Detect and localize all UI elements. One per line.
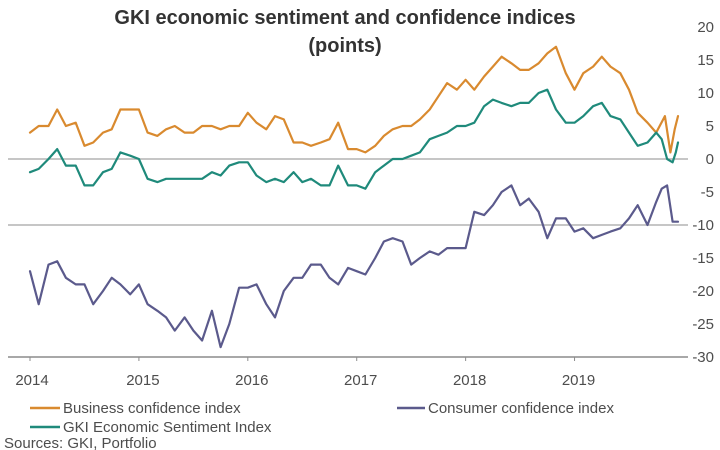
chart-title-line-1: GKI economic sentiment and confidence in… bbox=[114, 7, 575, 29]
x-tick-label: 2014 bbox=[15, 372, 48, 389]
business-confidence-line bbox=[28, 45, 680, 154]
y-tick-label: -10 bbox=[692, 217, 714, 234]
series-lines bbox=[28, 45, 680, 349]
x-tick-label: 2015 bbox=[126, 372, 159, 389]
x-tick-label: 2016 bbox=[235, 372, 268, 389]
x-tick-label: 2017 bbox=[344, 372, 377, 389]
y-tick-label: 20 bbox=[697, 19, 714, 36]
x-axis: 2014 2015 2016 2017 2018 2019 bbox=[15, 357, 595, 389]
y-tick-label: -15 bbox=[692, 250, 714, 267]
chart-title-line-2: (points) bbox=[308, 35, 381, 57]
consumer-confidence-line bbox=[28, 184, 680, 349]
legend-label-sentiment: GKI Economic Sentiment Index bbox=[63, 419, 272, 436]
y-tick-label: 5 bbox=[706, 118, 714, 135]
y-tick-label: 0 bbox=[706, 151, 714, 168]
legend-item-business: Business confidence index bbox=[30, 400, 241, 417]
gki-sentiment-line bbox=[28, 88, 680, 190]
chart-title: GKI economic sentiment and confidence in… bbox=[114, 7, 575, 57]
y-tick-label: 10 bbox=[697, 85, 714, 102]
legend: Business confidence index Consumer confi… bbox=[30, 400, 614, 436]
y-tick-label: -25 bbox=[692, 316, 714, 333]
source-note: Sources: GKI, Portfolio bbox=[4, 435, 157, 450]
x-tick-label: 2018 bbox=[453, 372, 486, 389]
y-tick-label: -5 bbox=[701, 184, 714, 201]
legend-label-business: Business confidence index bbox=[63, 400, 241, 417]
legend-item-consumer: Consumer confidence index bbox=[397, 400, 614, 417]
y-tick-label: -30 bbox=[692, 349, 714, 366]
y-tick-label: 15 bbox=[697, 52, 714, 69]
legend-item-sentiment: GKI Economic Sentiment Index bbox=[30, 419, 272, 436]
reference-lines bbox=[8, 158, 688, 226]
legend-label-consumer: Consumer confidence index bbox=[428, 400, 614, 417]
y-axis: 20 15 10 5 0 -5 -10 -15 -20 -25 -30 bbox=[692, 19, 714, 366]
x-tick-label: 2019 bbox=[562, 372, 595, 389]
y-tick-label: -20 bbox=[692, 283, 714, 300]
